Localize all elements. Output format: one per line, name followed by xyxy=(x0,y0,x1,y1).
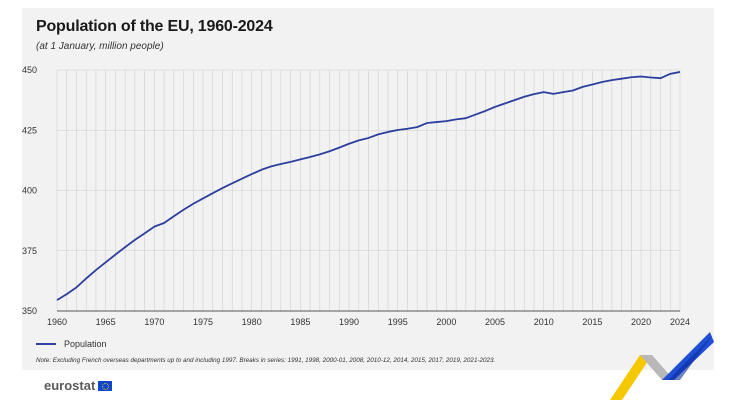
y-tick-label: 425 xyxy=(22,125,37,135)
x-tick-label: 2000 xyxy=(436,317,456,327)
chart-title: Population of the EU, 1960-2024 xyxy=(36,18,273,35)
x-tick-label: 1965 xyxy=(96,317,116,327)
logo-text: eurostat xyxy=(44,378,96,393)
decorative-chevron-graphic xyxy=(610,332,714,400)
x-tick-label: 2020 xyxy=(631,317,651,327)
x-tick-label: 1980 xyxy=(242,317,262,327)
x-tick-label: 1970 xyxy=(144,317,164,327)
x-tick-label: 1960 xyxy=(47,317,67,327)
x-tick-label: 2015 xyxy=(582,317,602,327)
chart-legend: Population xyxy=(36,339,107,349)
x-tick-label: 1990 xyxy=(339,317,359,327)
legend-label: Population xyxy=(64,339,107,349)
y-tick-label: 400 xyxy=(22,186,37,196)
y-tick-label: 450 xyxy=(22,65,37,75)
x-tick-label: 2010 xyxy=(534,317,554,327)
x-tick-label: 2024 xyxy=(670,317,690,327)
x-tick-label: 1985 xyxy=(290,317,310,327)
chart-subtitle: (at 1 January, million people) xyxy=(36,41,164,52)
chart-note: Note: Excluding French overseas departme… xyxy=(36,357,496,364)
legend-swatch xyxy=(36,343,56,345)
x-tick-label: 1975 xyxy=(193,317,213,327)
eurostat-logo[interactable]: eurostat xyxy=(44,378,113,393)
eu-flag-icon xyxy=(98,380,113,391)
y-tick-label: 350 xyxy=(22,306,37,316)
x-tick-label: 2005 xyxy=(485,317,505,327)
y-tick-label: 375 xyxy=(22,246,37,256)
series-line-population xyxy=(56,71,681,301)
x-tick-label: 1995 xyxy=(388,317,408,327)
chart-panel xyxy=(22,8,714,370)
